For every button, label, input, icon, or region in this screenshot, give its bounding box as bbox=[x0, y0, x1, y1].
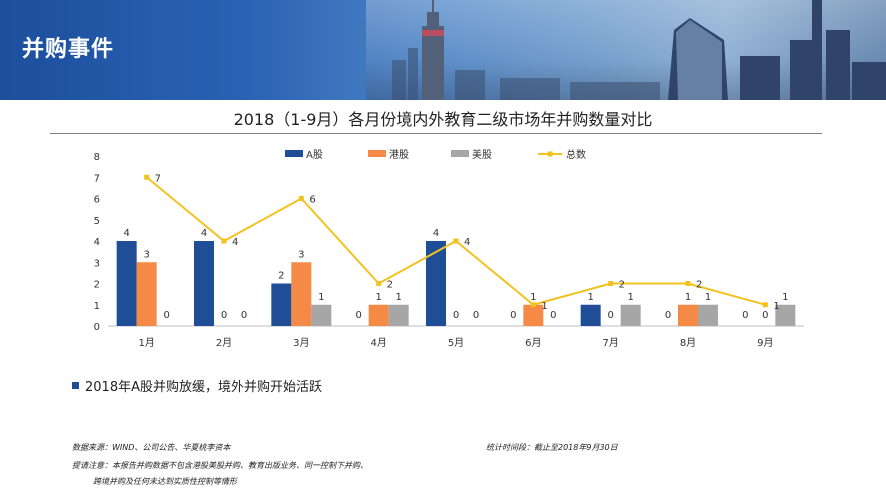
page-title: 并购事件 bbox=[22, 37, 115, 62]
total-point bbox=[144, 174, 150, 180]
x-tick-label: 8月 bbox=[680, 337, 696, 349]
bar-港股-3月 bbox=[291, 262, 312, 326]
bar-data-label: 3 bbox=[143, 249, 149, 260]
legend-label: 美股 bbox=[472, 148, 492, 161]
bar-data-label: 1 bbox=[782, 292, 788, 303]
x-tick-label: 9月 bbox=[757, 337, 773, 349]
y-tick-label: 2 bbox=[94, 280, 100, 291]
bar-港股-8月 bbox=[678, 304, 698, 326]
bar-A股-5月 bbox=[426, 241, 446, 326]
y-tick-label: 1 bbox=[94, 301, 100, 312]
bar-data-label: 0 bbox=[453, 310, 459, 321]
bar-data-label: 0 bbox=[510, 310, 516, 321]
bar-美股-4月 bbox=[388, 304, 409, 326]
x-tick-label: 7月 bbox=[602, 337, 618, 349]
title-divider bbox=[50, 133, 822, 134]
bar-data-label: 0 bbox=[762, 310, 768, 321]
bar-美股-3月 bbox=[311, 304, 332, 326]
city-skyline-image bbox=[392, 0, 886, 100]
bar-data-label: 4 bbox=[201, 228, 207, 239]
bar-data-label: 1 bbox=[705, 292, 711, 303]
y-tick-label: 5 bbox=[94, 216, 100, 227]
legend-label: 港股 bbox=[389, 149, 409, 161]
x-tick-label: 4月 bbox=[370, 337, 386, 349]
y-tick-label: 3 bbox=[94, 258, 100, 269]
total-data-label: 4 bbox=[232, 237, 238, 248]
bar-data-label: 1 bbox=[587, 292, 593, 303]
bar-美股-8月 bbox=[698, 304, 718, 326]
bar-A股-3月 bbox=[271, 283, 292, 326]
bar-data-label: 0 bbox=[241, 310, 247, 321]
legend-label: A股 bbox=[306, 149, 323, 161]
header-banner: 并购事件 bbox=[0, 0, 886, 100]
bar-data-label: 0 bbox=[355, 310, 361, 321]
bar-A股-2月 bbox=[194, 241, 214, 326]
data-source-note: 数据来源：WIND、公司公告、华夏桃李资本 bbox=[72, 443, 231, 452]
bar-data-label: 0 bbox=[742, 310, 748, 321]
total-data-label: 6 bbox=[309, 195, 315, 206]
bar-美股-9月 bbox=[775, 304, 796, 326]
legend-swatch bbox=[451, 150, 469, 157]
period-note: 统计时间段：截止至2018年9月30日 bbox=[486, 443, 618, 452]
y-tick-label: 7 bbox=[94, 173, 100, 184]
bar-data-label: 0 bbox=[163, 310, 169, 321]
key-finding-text: 2018年A股并购放缓，境外并购开始活跃 bbox=[85, 380, 322, 395]
x-tick-label: 2月 bbox=[216, 337, 232, 349]
bar-data-label: 1 bbox=[318, 292, 324, 303]
bar-data-label: 1 bbox=[530, 292, 536, 303]
total-point bbox=[530, 302, 536, 308]
bar-data-label: 0 bbox=[473, 310, 479, 321]
bar-data-label: 0 bbox=[665, 310, 671, 321]
bar-data-label: 1 bbox=[627, 292, 633, 303]
bar-A股-1月 bbox=[116, 241, 137, 326]
bar-data-label: 0 bbox=[550, 310, 556, 321]
bar-港股-1月 bbox=[136, 262, 157, 326]
x-tick-label: 5月 bbox=[448, 337, 464, 349]
bar-港股-6月 bbox=[523, 304, 544, 326]
total-data-label: 4 bbox=[464, 237, 470, 248]
bar-data-label: 0 bbox=[221, 310, 227, 321]
bar-data-label: 0 bbox=[607, 310, 613, 321]
legend-swatch bbox=[285, 150, 303, 157]
y-tick-label: 8 bbox=[94, 152, 100, 163]
total-data-label: 2 bbox=[619, 280, 625, 291]
total-point bbox=[762, 302, 768, 308]
total-data-label: 2 bbox=[387, 280, 393, 291]
chart-title: 2018（1-9月）各月份境内外教育二级市场年并购数量对比 bbox=[233, 110, 653, 129]
total-point bbox=[685, 281, 691, 286]
x-tick-label: 1月 bbox=[138, 337, 154, 349]
total-point bbox=[453, 238, 459, 244]
total-point bbox=[298, 196, 304, 201]
total-data-label: 7 bbox=[155, 173, 161, 184]
legend-label: 总数 bbox=[566, 148, 586, 161]
total-point bbox=[221, 238, 227, 244]
bar-data-label: 3 bbox=[298, 249, 304, 260]
x-tick-label: 6月 bbox=[525, 337, 541, 349]
y-tick-label: 0 bbox=[94, 322, 100, 333]
bar-data-label: 4 bbox=[433, 228, 439, 239]
total-data-label: 1 bbox=[773, 301, 779, 312]
bar-data-label: 4 bbox=[123, 228, 129, 239]
total-data-label: 2 bbox=[696, 280, 702, 291]
bar-data-label: 1 bbox=[395, 292, 401, 303]
bar-美股-7月 bbox=[620, 304, 641, 326]
legend-swatch bbox=[368, 150, 386, 157]
bar-A股-7月 bbox=[580, 304, 601, 326]
y-tick-label: 6 bbox=[94, 195, 100, 206]
bar-data-label: 1 bbox=[685, 292, 691, 303]
x-tick-label: 3月 bbox=[293, 337, 309, 349]
bar-港股-4月 bbox=[368, 304, 389, 326]
disclaimer-note-line1: 提请注意：本报告并购数据不包含港股美股并购、教育出版业务、同一控制下并购、 bbox=[72, 461, 368, 470]
bullet-square-icon bbox=[72, 382, 79, 389]
disclaimer-note-line2: 跨境并购及任何未达到实质性控制等情形 bbox=[93, 477, 237, 486]
legend-marker bbox=[547, 151, 553, 157]
total-data-label: 1 bbox=[541, 301, 547, 312]
y-tick-label: 4 bbox=[94, 237, 100, 248]
total-point bbox=[376, 281, 382, 286]
bar-data-label: 1 bbox=[375, 292, 381, 303]
total-point bbox=[608, 281, 614, 286]
bar-data-label: 2 bbox=[278, 271, 284, 282]
key-finding: 2018年A股并购放缓，境外并购开始活跃 bbox=[72, 376, 322, 395]
